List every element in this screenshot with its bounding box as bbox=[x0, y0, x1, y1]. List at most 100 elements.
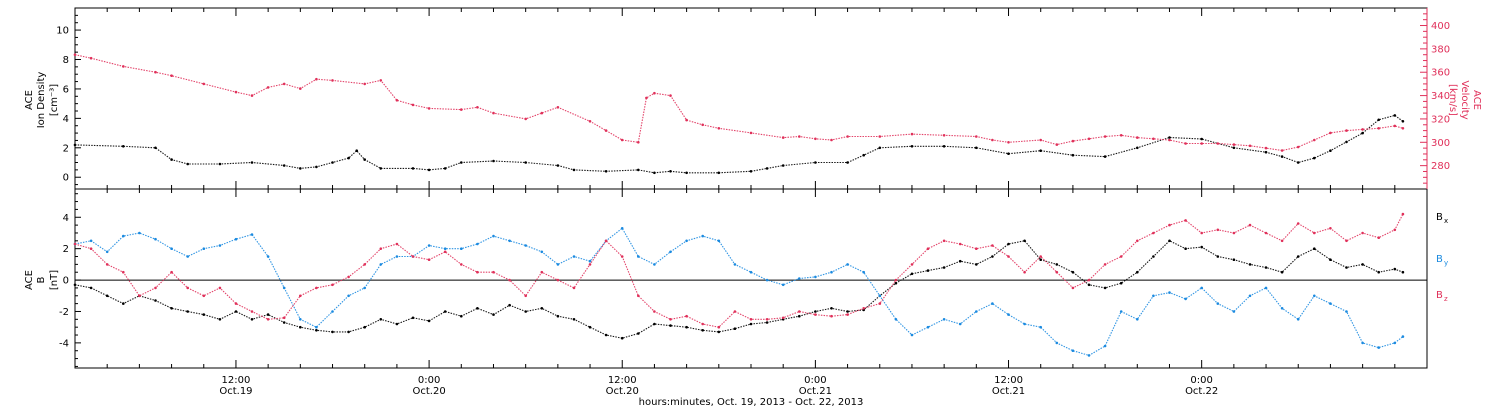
bottom-point bbox=[765, 318, 769, 321]
bottom-point bbox=[1200, 286, 1203, 290]
top-left-axis: 0 2 4 6 8 10 bbox=[56, 14, 81, 186]
bottom-ytick-label-4: 4 bbox=[63, 213, 69, 224]
top-1-point bbox=[282, 82, 286, 86]
bottom-ylabel-line1: ACE bbox=[24, 270, 35, 290]
top-0-point bbox=[170, 158, 173, 161]
top-0-series-line-0 bbox=[74, 114, 1404, 174]
top-0-point bbox=[154, 146, 157, 150]
bottom-point bbox=[1119, 281, 1123, 285]
top-0-point bbox=[299, 167, 302, 170]
top-0-point bbox=[1168, 136, 1171, 139]
bottom-point bbox=[266, 255, 270, 258]
bottom-point bbox=[942, 318, 946, 321]
top-0-point bbox=[1401, 120, 1405, 123]
bottom-point bbox=[1023, 239, 1026, 243]
top-0-point bbox=[1264, 150, 1268, 154]
top-0-point bbox=[1136, 146, 1139, 150]
bottom-point bbox=[556, 278, 560, 282]
bottom-point bbox=[524, 294, 527, 298]
top-1-point bbox=[379, 79, 383, 82]
bottom-point bbox=[1361, 231, 1364, 235]
top-1-point bbox=[363, 82, 367, 86]
top-1-point bbox=[1184, 142, 1187, 145]
bottom-point bbox=[830, 307, 833, 310]
top-0-point bbox=[460, 161, 463, 164]
legend-sub-2: z bbox=[1444, 295, 1448, 303]
bottom-point bbox=[926, 247, 930, 250]
bottom-point bbox=[476, 307, 479, 310]
top-ytick-label-2: 4 bbox=[63, 114, 69, 125]
bottom-point bbox=[138, 231, 141, 235]
bottom-point bbox=[1280, 239, 1284, 243]
bottom-point bbox=[862, 270, 865, 274]
bottom-point bbox=[765, 321, 769, 324]
top-ytick-label-5: 10 bbox=[56, 26, 69, 37]
bottom-point bbox=[958, 322, 962, 326]
bottom-point bbox=[1200, 231, 1203, 235]
bottom-point bbox=[604, 239, 608, 243]
bottom-point bbox=[540, 250, 544, 254]
legend-label-0: B bbox=[1436, 212, 1443, 223]
bottom-point bbox=[1296, 222, 1300, 225]
top-1-point bbox=[1039, 138, 1042, 142]
bottom-point bbox=[637, 332, 640, 335]
top-1-point bbox=[1200, 142, 1203, 145]
bottom-point bbox=[733, 310, 737, 313]
bottom-point bbox=[234, 302, 238, 305]
bottom-point bbox=[1401, 335, 1405, 338]
top-1-point bbox=[991, 138, 994, 142]
bottom-point bbox=[282, 286, 286, 290]
top-0-point bbox=[1329, 149, 1332, 152]
bottom-point bbox=[347, 294, 350, 298]
bottom-point bbox=[524, 310, 527, 313]
bottom-point bbox=[1007, 242, 1010, 246]
top-1-point bbox=[1055, 143, 1059, 146]
top-y2label-line3: [km/s] bbox=[1447, 84, 1458, 116]
top-0-point bbox=[685, 171, 688, 175]
top-1-point bbox=[1345, 129, 1348, 132]
bottom-point bbox=[1401, 212, 1405, 216]
bottom-point bbox=[1103, 286, 1107, 290]
top-1-point bbox=[1168, 138, 1171, 142]
bottom-point bbox=[733, 263, 737, 266]
top-ylabel-line1: ACE bbox=[24, 90, 35, 110]
top-1-point bbox=[1248, 144, 1252, 148]
bottom-point bbox=[266, 318, 270, 321]
top-1-point bbox=[846, 135, 849, 138]
bottom-point bbox=[186, 255, 189, 258]
bottom-point bbox=[1296, 318, 1300, 321]
bottom-point bbox=[1152, 255, 1155, 258]
top-0-point bbox=[1313, 156, 1316, 160]
bottom-left-axis: -4 -2 0 2 4 bbox=[59, 193, 1427, 367]
bottom-point bbox=[250, 318, 254, 321]
bottom-point bbox=[524, 244, 527, 247]
top-0-point bbox=[379, 167, 383, 170]
bottom-point bbox=[315, 325, 318, 329]
bottom-point bbox=[1377, 236, 1380, 239]
bottom-point bbox=[1168, 291, 1171, 294]
top-1-point bbox=[73, 53, 77, 56]
bottom-point bbox=[1071, 286, 1075, 290]
top-1-point bbox=[492, 111, 495, 115]
x-tick-label-2: 12:00 bbox=[608, 375, 637, 386]
bottom-point bbox=[363, 286, 367, 290]
bottom-point bbox=[395, 255, 399, 258]
bottom-point bbox=[1007, 255, 1010, 258]
bottom-point bbox=[1248, 223, 1252, 227]
bottom-point bbox=[379, 247, 383, 250]
top-y2label-line1: ACE bbox=[1471, 90, 1482, 110]
top-1-point bbox=[588, 120, 592, 123]
bottom-point bbox=[250, 233, 254, 236]
legend-sub-0: x bbox=[1444, 217, 1448, 225]
bottom-point bbox=[717, 239, 721, 243]
bottom-point bbox=[460, 263, 463, 266]
top-0-point bbox=[1007, 152, 1010, 155]
bottom-series-line-1 bbox=[74, 227, 1404, 356]
bottom-point bbox=[1103, 344, 1107, 348]
bottom-point bbox=[1184, 219, 1187, 222]
bottom-point bbox=[1023, 322, 1026, 326]
bottom-point bbox=[894, 318, 898, 321]
bottom-point bbox=[958, 242, 962, 246]
top-series bbox=[73, 53, 1405, 175]
bottom-point bbox=[1216, 255, 1220, 258]
